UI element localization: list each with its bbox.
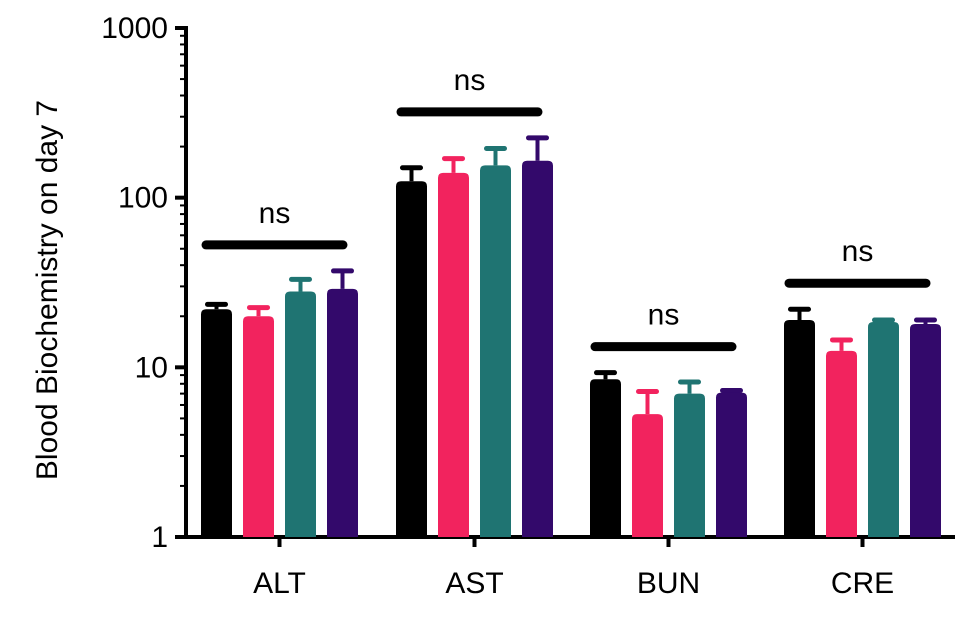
bar xyxy=(285,291,316,537)
bars xyxy=(201,135,941,538)
bar xyxy=(243,316,274,537)
bar xyxy=(480,165,511,537)
x-tick-label: AST xyxy=(445,567,503,600)
y-tick-label: 100 xyxy=(118,182,168,215)
annotations: ns ns ns ns xyxy=(201,64,931,352)
bar xyxy=(201,309,232,537)
bar xyxy=(784,320,815,537)
y-tick-label: 10 xyxy=(135,351,168,384)
x-tick-label: BUN xyxy=(637,567,700,600)
bar xyxy=(632,414,663,537)
x-tick-label: ALT xyxy=(253,567,306,600)
bar xyxy=(716,392,747,537)
significance-label: ns xyxy=(648,299,680,332)
bar xyxy=(327,288,358,537)
bar xyxy=(826,350,857,537)
significance-label: ns xyxy=(259,197,291,230)
significance-label: ns xyxy=(842,235,874,268)
bar xyxy=(910,324,941,537)
bar xyxy=(522,160,553,537)
bar xyxy=(438,172,469,538)
y-tick-label: 1000 xyxy=(101,12,168,45)
bar xyxy=(396,181,427,537)
bar xyxy=(868,322,899,537)
y-tick-label: 1 xyxy=(151,521,168,554)
bar xyxy=(674,393,705,537)
y-axis-title: Blood Biochemistry on day 7 xyxy=(31,100,64,480)
significance-label: ns xyxy=(454,64,486,97)
x-tick-label: CRE xyxy=(831,567,894,600)
bar xyxy=(590,379,621,537)
